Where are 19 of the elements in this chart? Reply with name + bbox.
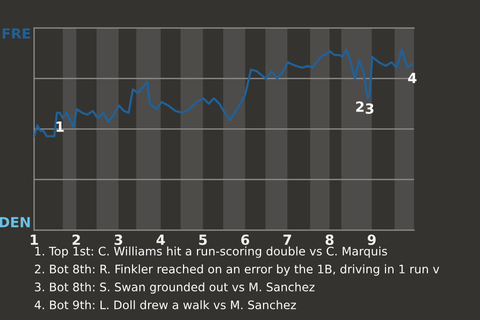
x-tick-label: 7 [283,234,292,245]
x-tick-label: 8 [326,234,334,245]
x-tick-label: 2 [72,234,80,245]
text: DEN [0,217,30,228]
text: 3. Bot 8th: S. Swan grounded out vs M. Sanchez [34,282,315,294]
annotation: 1 [56,122,64,132]
x-tick-label: 4 [156,234,165,245]
annotation: 2 [356,101,364,112]
text: 2. Bot 8th: R. Finkler reached on an error by the 1B, driving in 1 run v [34,264,440,276]
x-tick-label: 5 [199,234,207,245]
text: 1. Top 1st: C. Williams hit a run-scoring double vs C. Marquis [35,246,387,258]
text: 4. Bot 9th: L. Doll drew a walk vs M. Sanchez [34,300,296,310]
annotation: 4 [408,72,417,83]
x-tick-label: 1 [30,234,38,245]
text: FRE [2,28,30,39]
x-tick-label: 6 [241,234,250,245]
annotation: 3 [366,103,374,114]
x-tick-label: 3 [114,234,122,245]
x-tick-label: 9 [368,234,376,245]
